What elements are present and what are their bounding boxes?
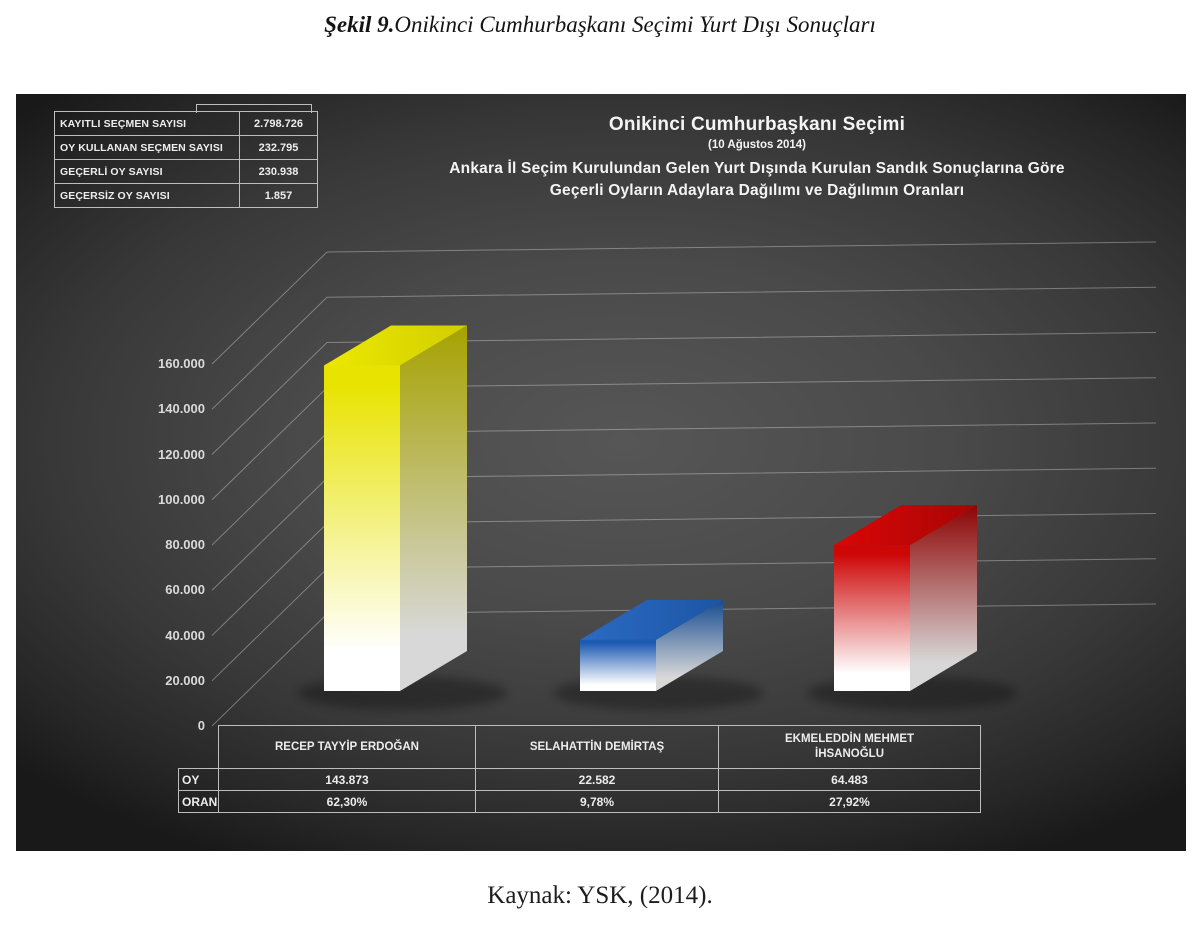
gridline [211, 241, 1157, 365]
bar-demirtas-top [580, 599, 723, 640]
stat-value: 1.857 [239, 184, 317, 207]
category-erdogan: RECEP TAYYİP ERDOĞAN [218, 725, 476, 769]
share-row-label: ORAN [178, 790, 219, 813]
y-axis-label: 80.000 [165, 537, 205, 552]
figure-caption-title: Onikinci Cumhurbaşkanı Seçimi Yurt Dışı … [394, 12, 876, 37]
gridline [211, 286, 1157, 410]
corner-cell [179, 726, 219, 769]
share-row: ORAN 62,30% 9,78% 27,92% [178, 790, 981, 813]
votes-row-label: OY [178, 768, 219, 791]
bar-erdogan-side [400, 325, 467, 691]
stat-value: 2.798.726 [239, 112, 317, 136]
y-axis-label: 140.000 [158, 401, 205, 417]
votes-ihsanoglu: 64.483 [718, 768, 981, 791]
y-axis-label: 100.000 [158, 491, 205, 507]
bar-erdogan-top [324, 325, 467, 366]
votes-row: OY 143.873 22.582 64.483 [178, 768, 981, 791]
bar-demirtas-front [580, 639, 656, 691]
category-header-row: RECEP TAYYİP ERDOĞAN SELAHATTİN DEMİRTAŞ… [179, 725, 981, 769]
stat-value: 230.938 [239, 160, 317, 184]
source-caption: Kaynak: YSK, (2014). [487, 882, 713, 909]
bar-erdogan-front [324, 365, 400, 691]
y-axis-label: 160.000 [158, 356, 205, 371]
figure-caption: Şekil 9.Onikinci Cumhurbaşkanı Seçimi Yu… [0, 12, 1200, 38]
stat-value: 232.795 [239, 136, 317, 160]
y-axis-label: 20.000 [165, 672, 205, 688]
bar-demirtas-side [656, 599, 723, 691]
category-ihsanoglu: EKMELEDDİN MEHMET İHSANOĞLU [718, 725, 981, 769]
stat-label: OY KULLANAN SEÇMEN SAYISI [55, 136, 239, 160]
category-demirtas: SELAHATTİN DEMİRTAŞ [475, 725, 719, 769]
y-axis-label: 40.000 [165, 627, 205, 643]
y-axis-label: 0 [197, 718, 205, 733]
chart-panel: 0 20.000 40.000 60.000 80.000 100.000 120.000 1… [16, 94, 1186, 851]
y-axis-label: 60.000 [165, 582, 205, 598]
bar-ihsanoglu-front [834, 545, 910, 691]
chart-title: Onikinci Cumhurbaşkanı Seçimi [608, 114, 906, 135]
stat-label: GEÇERSİZ OY SAYISI [60, 189, 170, 202]
bar-ihsanoglu-top [834, 505, 977, 546]
y-axis-label: 120.000 [158, 446, 205, 462]
figure-caption-number: Şekil 9. [324, 12, 395, 37]
share-erdogan: 62,30% [218, 790, 476, 813]
chart-title-block: Onikinci Cumhurbaşkanı Seçimi (10 Ağusto… [336, 114, 1178, 203]
gridline [211, 332, 1157, 455]
votes-demirtas: 22.582 [475, 768, 719, 791]
registered-voters-table: KAYITLI SEÇMEN SAYISI 2.798.726 OY KULLA… [54, 111, 318, 208]
chart-subtitle: (10 Ağustos 2014) [708, 139, 806, 151]
bar-chart-3d [211, 241, 1157, 727]
stat-label: KAYITLI SEÇMEN SAYISI [55, 112, 239, 136]
share-ihsanoglu: 27,92% [718, 790, 981, 813]
share-demirtas: 9,78% [475, 790, 719, 813]
votes-erdogan: 143.873 [218, 768, 476, 791]
chart-description-line2: Geçerli Oyların Adaylara Dağılımı ve Dağ… [549, 182, 965, 200]
results-table: RECEP TAYYİP ERDOĞAN SELAHATTİN DEMİRTAŞ… [178, 725, 981, 813]
bar-ihsanoglu-side [910, 505, 977, 691]
stats-value-column-cap [196, 104, 312, 113]
stat-label: GEÇERLİ OY SAYISI [55, 160, 239, 184]
chart-description-line1: Ankara İl Seçim Kurulundan Gelen Yurt Dı… [449, 160, 1065, 177]
